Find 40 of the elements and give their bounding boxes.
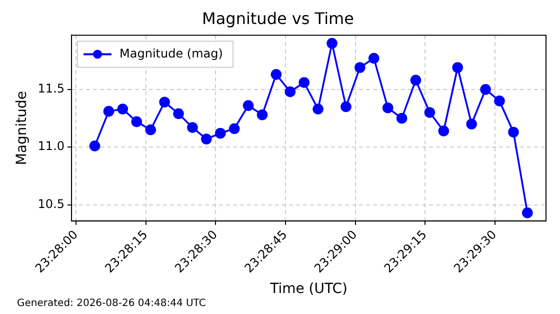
point bbox=[284, 86, 296, 98]
point bbox=[201, 134, 212, 144]
point bbox=[312, 104, 324, 114]
point bbox=[466, 118, 477, 130]
point bbox=[270, 69, 282, 80]
chart-title: Magnitude vs Time bbox=[202, 8, 354, 28]
point bbox=[494, 96, 505, 106]
point bbox=[438, 126, 450, 136]
point bbox=[508, 126, 519, 138]
point bbox=[242, 100, 254, 111]
point bbox=[326, 38, 338, 49]
point bbox=[159, 96, 170, 108]
y-axis-title: Magnitude bbox=[14, 90, 30, 166]
point bbox=[228, 123, 240, 134]
point bbox=[89, 140, 100, 152]
point bbox=[396, 112, 408, 124]
y-tick-label: 11.0 bbox=[38, 139, 65, 154]
point bbox=[368, 52, 380, 64]
point bbox=[298, 77, 310, 88]
point bbox=[187, 122, 198, 133]
y-tick-label: 10.5 bbox=[38, 196, 65, 211]
text: Generated: 2026-08-26 04:48:44 UTC bbox=[17, 298, 206, 309]
y-tick-label: 11.5 bbox=[38, 82, 65, 96]
point bbox=[480, 84, 491, 95]
point bbox=[382, 102, 394, 114]
point bbox=[522, 207, 533, 218]
point bbox=[354, 62, 366, 73]
point bbox=[410, 74, 422, 86]
point bbox=[424, 107, 436, 118]
point bbox=[214, 128, 226, 139]
point bbox=[103, 106, 114, 117]
point bbox=[340, 101, 352, 112]
point bbox=[145, 124, 156, 136]
x-axis-title: Time (UTC) bbox=[269, 281, 348, 298]
legend-label: Magnitude (mag) bbox=[120, 46, 223, 60]
point bbox=[131, 116, 142, 128]
point bbox=[117, 104, 128, 114]
point bbox=[452, 62, 464, 73]
point bbox=[173, 108, 184, 120]
point bbox=[256, 109, 268, 120]
